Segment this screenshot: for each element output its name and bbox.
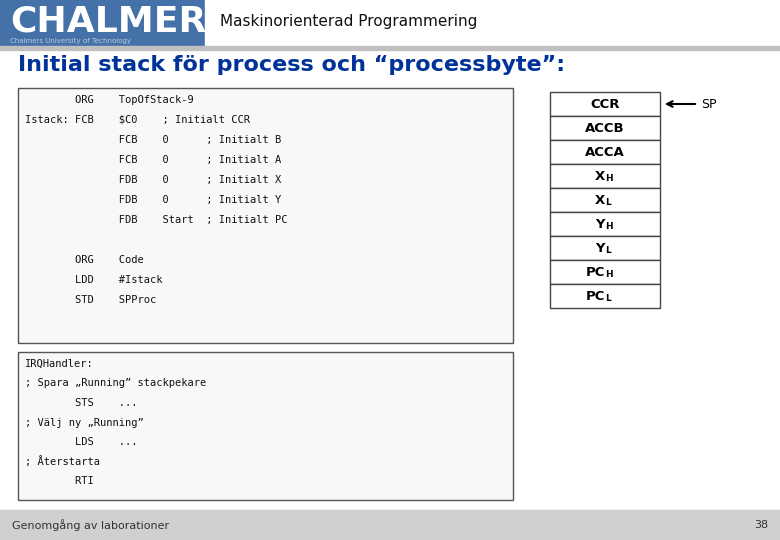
Text: Chalmers University of Technology: Chalmers University of Technology [10,38,131,44]
Text: FCB    0      ; Initialt A: FCB 0 ; Initialt A [25,155,282,165]
Text: Genomgång av laborationer: Genomgång av laborationer [12,519,169,531]
Text: Istack: FCB    $C0    ; Initialt CCR: Istack: FCB $C0 ; Initialt CCR [25,115,250,125]
Text: Maskinorienterad Programmering: Maskinorienterad Programmering [220,14,477,29]
Bar [18,88,513,343]
Text: FDB    0      ; Initialt X: FDB 0 ; Initialt X [25,175,282,185]
Bar [0,0,205,46]
Text: CCR: CCR [590,98,620,111]
Text: 38: 38 [754,520,768,530]
Text: LDD    #Istack: LDD #Istack [25,275,162,285]
Bar [550,212,660,236]
Text: LDS    ...: LDS ... [25,437,137,447]
Text: X: X [594,170,605,183]
Text: Y: Y [595,218,605,231]
Bar [0,510,780,540]
Text: IRQHandler:: IRQHandler: [25,359,94,369]
Bar [550,140,660,164]
Text: H: H [605,222,612,231]
Text: PC: PC [586,266,605,279]
Text: FDB    Start  ; Initialt PC: FDB Start ; Initialt PC [25,215,288,225]
Text: ; Spara „Running” stackpekare: ; Spara „Running” stackpekare [25,379,206,388]
Text: L: L [605,294,611,303]
Text: SP: SP [701,98,717,111]
Text: ACCA: ACCA [585,145,625,159]
Text: ; Välj ny „Running”: ; Välj ny „Running” [25,417,144,428]
Text: ACCB: ACCB [585,122,625,134]
Text: ORG    Code: ORG Code [25,255,144,265]
Text: FCB    0      ; Initialt B: FCB 0 ; Initialt B [25,135,282,145]
Text: CHALMERS: CHALMERS [10,5,232,39]
Bar [205,0,780,46]
Bar [0,46,780,50]
Text: L: L [605,198,611,207]
Text: STS    ...: STS ... [25,398,137,408]
Text: X: X [594,193,605,206]
Bar [550,116,660,140]
Text: PC: PC [586,289,605,302]
Text: H: H [605,270,612,279]
Text: STD    SPProc: STD SPProc [25,295,156,305]
Bar [550,92,660,116]
Bar [550,164,660,188]
Text: Initial stack för process och “processbyte”:: Initial stack för process och “processby… [18,55,566,75]
Bar [550,260,660,284]
Text: FDB    0      ; Initialt Y: FDB 0 ; Initialt Y [25,195,282,205]
Text: L: L [605,246,611,255]
Text: RTI: RTI [25,476,94,486]
Text: H: H [605,174,612,183]
Bar [18,352,513,500]
Bar [550,284,660,308]
Bar [550,236,660,260]
Text: Y: Y [595,241,605,254]
Text: ORG    TopOfStack-9: ORG TopOfStack-9 [25,95,193,105]
Text: ; Återstarta: ; Återstarta [25,456,100,468]
Bar [550,188,660,212]
